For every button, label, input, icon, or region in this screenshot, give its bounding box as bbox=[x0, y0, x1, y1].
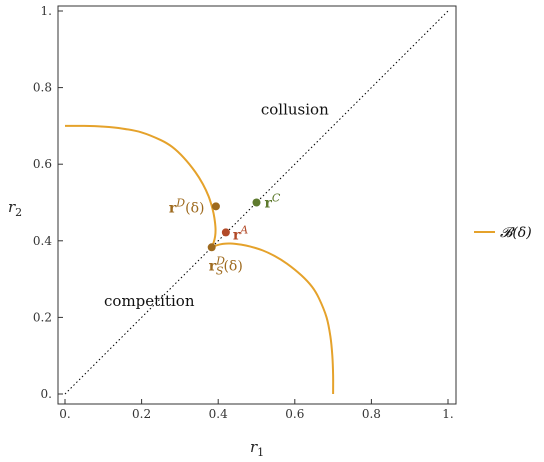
point-label: rA bbox=[233, 223, 248, 243]
point-marker bbox=[207, 243, 216, 252]
legend: 𝓑(δ) bbox=[474, 225, 532, 241]
y-tick-label: 0.2 bbox=[33, 310, 52, 324]
y-tick-label: 1. bbox=[41, 4, 52, 18]
x-axis-ticks: 0. 0.2 0.4 0.6 0.8 1. bbox=[59, 399, 454, 421]
point-marker bbox=[211, 202, 220, 211]
y-tick-label: 0.8 bbox=[33, 81, 52, 95]
x-tick-label: 0.2 bbox=[132, 407, 151, 421]
annotation-competition: competition bbox=[104, 292, 195, 310]
point-marker bbox=[252, 198, 261, 207]
point-label: rD(δ) bbox=[169, 196, 205, 216]
y-tick-label: 0.4 bbox=[33, 234, 52, 248]
x-tick-label: 0.4 bbox=[209, 407, 228, 421]
point-label: rD S(δ) bbox=[209, 254, 243, 277]
x-axis-label: r1 bbox=[250, 438, 264, 459]
labeled-points: rD(δ) rA rC rD S(δ) bbox=[169, 192, 281, 278]
boundary-curve-upper bbox=[64, 124, 217, 248]
boundary-curve-lower bbox=[211, 242, 335, 395]
annotation-collusion: collusion bbox=[261, 100, 329, 118]
y-tick-label: 0.6 bbox=[33, 157, 52, 171]
x-tick-label: 0.6 bbox=[285, 407, 304, 421]
point-marker bbox=[221, 228, 230, 237]
y-axis-label: r2 bbox=[8, 198, 22, 219]
y-axis-ticks: 0. 0.2 0.4 0.6 0.8 1. bbox=[33, 4, 63, 401]
x-tick-label: 0.8 bbox=[362, 407, 381, 421]
point-label: rC bbox=[265, 192, 281, 212]
x-tick-label: 0. bbox=[59, 407, 70, 421]
x-tick-label: 1. bbox=[442, 407, 453, 421]
y-tick-label: 0. bbox=[41, 387, 52, 401]
plot-frame bbox=[57, 5, 457, 405]
legend-label: 𝓑(δ) bbox=[500, 225, 532, 241]
